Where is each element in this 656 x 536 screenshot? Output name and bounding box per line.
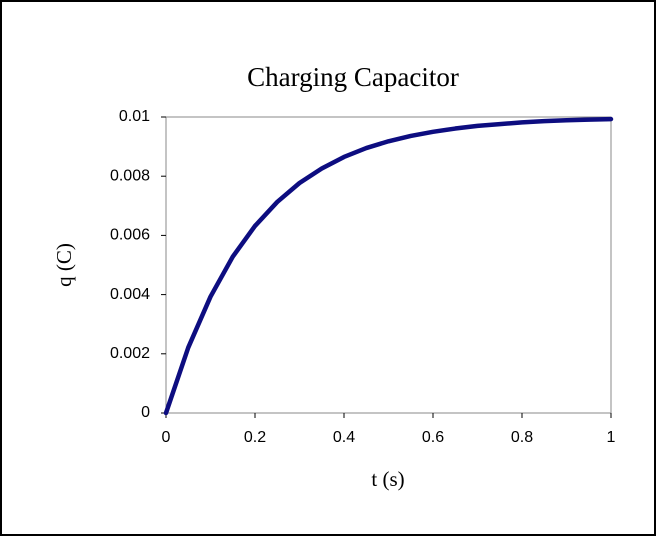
- y-tick-label: 0.01: [119, 108, 150, 125]
- y-tick-label: 0.002: [110, 345, 150, 362]
- plot-area: [165, 116, 612, 414]
- data-line: [163, 116, 614, 416]
- x-tick-label: 0.6: [422, 429, 444, 446]
- x-tick-label: 0.2: [244, 429, 266, 446]
- x-axis-label: t (s): [371, 467, 404, 491]
- x-tick-label: 1: [607, 429, 616, 446]
- y-tick-label: 0.008: [110, 167, 150, 184]
- y-tick-label: 0: [141, 404, 150, 421]
- y-tick-label: 0.006: [110, 227, 150, 244]
- y-tick-label: 0.004: [110, 286, 150, 303]
- y-axis-label: q (C): [52, 243, 76, 287]
- x-tick-label: 0: [162, 429, 171, 446]
- x-tick-label: 0.8: [511, 429, 533, 446]
- x-tick-label: 0.4: [333, 429, 355, 446]
- chart-title: Charging Capacitor: [247, 62, 459, 92]
